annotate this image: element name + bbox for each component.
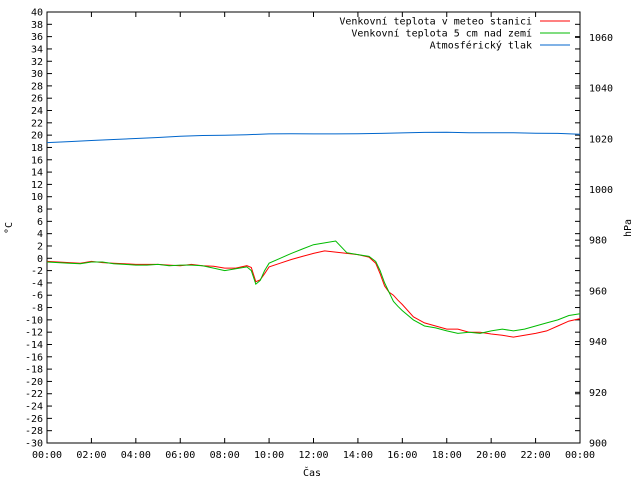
y-tick-label: -2 [31, 266, 43, 277]
y2-tick-label: 1040 [589, 84, 613, 95]
x-tick-label: 08:00 [210, 450, 240, 461]
y2-tick-label: 940 [589, 337, 607, 348]
y-tick-label: 12 [31, 180, 43, 191]
y-tick-label: -4 [31, 278, 43, 289]
x-tick-label: 06:00 [165, 450, 195, 461]
x-tick-label: 00:00 [32, 450, 62, 461]
y-tick-label: -10 [25, 315, 43, 326]
legend-label-2: Venkovní teplota 5 cm nad zemí [351, 28, 532, 40]
y-tick-label: 26 [31, 94, 43, 105]
y-tick-label: 4 [37, 229, 43, 240]
y-tick-label: 22 [31, 118, 43, 129]
y-tick-label: 30 [31, 69, 43, 80]
y-tick-label: -8 [31, 303, 43, 314]
plot-frame [46, 11, 581, 444]
y-axis-right: 1060 1040 1020 1000 980 960 940 920 900 [575, 33, 613, 450]
y-tick-label: 8 [37, 205, 43, 216]
y-tick-label: 6 [37, 217, 43, 228]
y-tick-label: 18 [31, 143, 43, 154]
y-tick-label: 40 [31, 8, 43, 19]
y-tick-label: 14 [31, 168, 43, 179]
y-tick-label: -18 [25, 365, 43, 376]
y-tick-label: 34 [31, 44, 43, 55]
y-tick-label: -12 [25, 328, 43, 339]
y2-tick-label: 1020 [589, 134, 613, 145]
x-tick-label: 04:00 [121, 450, 151, 461]
series-line-2 [46, 240, 581, 334]
x-tick-label: 20:00 [476, 450, 506, 461]
y2-tick-label: 960 [589, 286, 607, 297]
y-tick-label: -20 [25, 377, 43, 388]
series-line-1 [46, 250, 581, 338]
y-tick-label: 2 [37, 241, 43, 252]
x-axis-title: Čas [303, 466, 321, 479]
x-tick-label: 02:00 [76, 450, 106, 461]
x-axis: 00:00 02:00 04:00 06:00 08:00 10:00 12:00 14:00… [32, 12, 595, 461]
y2-tick-label: 1000 [589, 185, 613, 196]
y-tick-label: 32 [31, 57, 43, 68]
y-tick-label: 36 [31, 32, 43, 43]
y-tick-label: -14 [25, 340, 43, 351]
legend-label-1: Venkovní teplota v meteo stanici [339, 16, 532, 28]
y2-tick-label: 1060 [589, 33, 613, 44]
x-tick-label: 10:00 [254, 450, 284, 461]
y-tick-label: 38 [31, 20, 43, 31]
x-tick-label: 18:00 [432, 450, 462, 461]
legend-label-3: Atmosférický tlak [430, 40, 532, 52]
y-tick-label: 28 [31, 81, 43, 92]
y-tick-label: 20 [31, 131, 43, 142]
y-tick-label: -26 [25, 414, 43, 425]
legend: Venkovní teplota v meteo staniciVenkovní… [339, 16, 570, 52]
x-tick-label: 16:00 [387, 450, 417, 461]
y-tick-label: -30 [25, 439, 43, 450]
y-tick-label: 16 [31, 155, 43, 166]
y-axis-left: 4038363432302826242220181614121086420-2-… [25, 8, 580, 450]
series-layer [46, 131, 581, 338]
x-tick-label: 00:00 [565, 450, 595, 461]
y-tick-label: -16 [25, 352, 43, 363]
y-tick-label: 0 [37, 254, 43, 265]
y-tick-label: 10 [31, 192, 43, 203]
y-tick-label: 24 [31, 106, 43, 117]
y-axis-title: °C [4, 222, 15, 234]
y2-axis-title: hPa [623, 219, 634, 237]
x-tick-label: 22:00 [521, 450, 551, 461]
x-tick-label: 14:00 [343, 450, 373, 461]
y-tick-label: -22 [25, 389, 43, 400]
y2-tick-label: 920 [589, 388, 607, 399]
x-tick-label: 12:00 [298, 450, 328, 461]
y2-tick-label: 980 [589, 236, 607, 247]
y-tick-label: -6 [31, 291, 43, 302]
series-line-3 [46, 131, 581, 144]
y-tick-label: -24 [25, 402, 43, 413]
y2-tick-label: 900 [589, 439, 607, 450]
y-tick-label: -28 [25, 426, 43, 437]
